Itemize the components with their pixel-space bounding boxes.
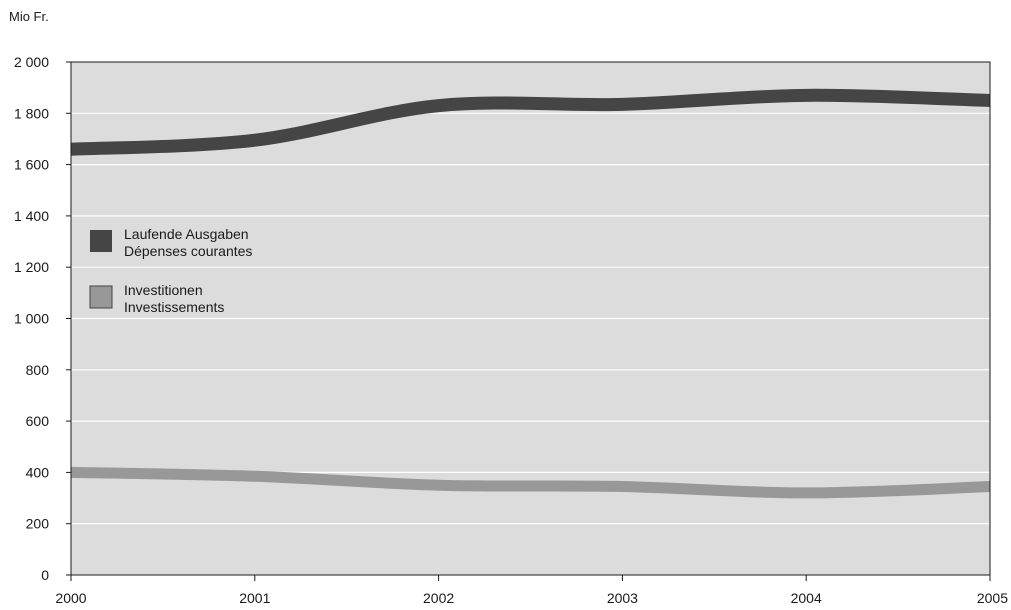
legend-label-fr: Investissements	[124, 299, 224, 315]
y-axis: 0 200 400 600 800 1 000 1 200 1 400 1 600 1 800 2 …	[14, 54, 71, 583]
x-tick-label: 2003	[607, 590, 638, 606]
gridlines	[71, 112, 990, 525]
y-tick-label: 0	[41, 567, 49, 583]
series-line-investitionen	[70, 466, 991, 499]
x-tick-label: 2001	[239, 590, 270, 606]
x-tick-label: 2000	[55, 590, 86, 606]
x-tick-label: 2002	[423, 590, 454, 606]
y-tick-label: 800	[26, 362, 50, 378]
y-tick-label: 1 800	[14, 105, 49, 121]
y-tick-label: 1 600	[14, 157, 49, 173]
legend-swatch	[89, 285, 113, 309]
y-unit-label: Mio Fr.	[9, 9, 49, 24]
y-tick-label: 1 400	[14, 208, 49, 224]
y-tick-label: 2 000	[14, 54, 49, 70]
legend-label: Investitionen	[124, 282, 203, 298]
x-tick-label: 2004	[791, 590, 822, 606]
series-line-laufende-ausgaben	[70, 88, 991, 156]
y-tick-label: 200	[26, 516, 50, 532]
y-tick-label: 600	[26, 413, 50, 429]
legend-swatch	[90, 230, 112, 252]
legend-label-fr: Dépenses courantes	[124, 243, 252, 259]
x-tick-label: 2005	[977, 590, 1008, 606]
legend-label: Laufende Ausgaben	[124, 226, 249, 242]
y-tick-label: 400	[26, 464, 50, 480]
x-axis: 2000 2001 2002 2003 2004 2005	[55, 575, 1008, 606]
y-tick-label: 1 000	[14, 311, 49, 327]
y-tick-label: 1 200	[14, 259, 49, 275]
